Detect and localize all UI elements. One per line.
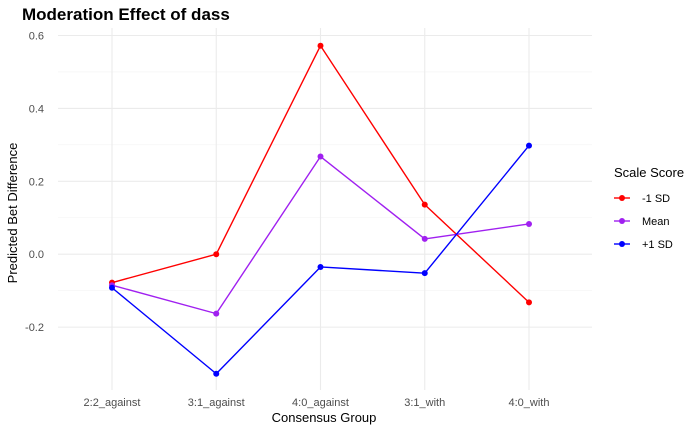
major-gridlines xyxy=(58,28,592,390)
data-point xyxy=(109,284,115,291)
minor-gridlines xyxy=(58,71,592,291)
data-point xyxy=(213,370,220,377)
data-point xyxy=(526,220,532,227)
legend-item: Mean xyxy=(614,216,670,228)
data-point xyxy=(421,270,428,277)
x-axis-title: Consensus Group xyxy=(272,410,377,425)
y-tick-label: 0.2 xyxy=(29,176,44,188)
chart-title: Moderation Effect of dass xyxy=(22,5,230,24)
legend-label: Mean xyxy=(642,216,670,228)
legend-title: Scale Score xyxy=(614,165,684,180)
x-tick-label: 4:0_with xyxy=(509,397,550,409)
legend-label: +1 SD xyxy=(642,239,673,251)
data-point xyxy=(526,299,532,306)
legend-item: -1 SD xyxy=(614,193,670,205)
data-point xyxy=(317,263,324,270)
legend-key-point xyxy=(619,241,625,247)
data-point xyxy=(421,235,428,242)
legend-label: -1 SD xyxy=(642,193,670,205)
data-point xyxy=(317,42,324,49)
y-tick-label: 0.4 xyxy=(29,103,44,115)
legend-key-point xyxy=(619,195,625,201)
legend-items: -1 SD Mean +1 SD xyxy=(614,193,673,251)
data-point xyxy=(317,153,324,160)
series-points xyxy=(109,42,532,377)
y-axis-ticks: -0.2 0.0 0.2 0.4 0.6 xyxy=(25,31,44,335)
x-tick-label: 4:0_against xyxy=(292,397,349,409)
data-point xyxy=(213,251,220,258)
y-tick-label: 0.6 xyxy=(29,31,44,43)
legend: Scale Score -1 SD Mean +1 SD xyxy=(614,165,684,251)
data-point xyxy=(526,142,532,149)
x-tick-label: 3:1_with xyxy=(404,397,445,409)
legend-item: +1 SD xyxy=(614,239,673,251)
y-axis-title: Predicted Bet Difference xyxy=(5,143,20,284)
x-tick-label: 3:1_against xyxy=(188,397,245,409)
y-tick-label: 0.0 xyxy=(29,249,44,261)
legend-key-point xyxy=(619,218,625,224)
data-point xyxy=(421,201,428,208)
data-point xyxy=(213,310,220,317)
x-tick-label: 2:2_against xyxy=(84,397,141,409)
y-tick-label: -0.2 xyxy=(25,322,44,334)
x-axis-ticks: 2:2_against 3:1_against 4:0_against 3:1_wit… xyxy=(84,397,550,409)
